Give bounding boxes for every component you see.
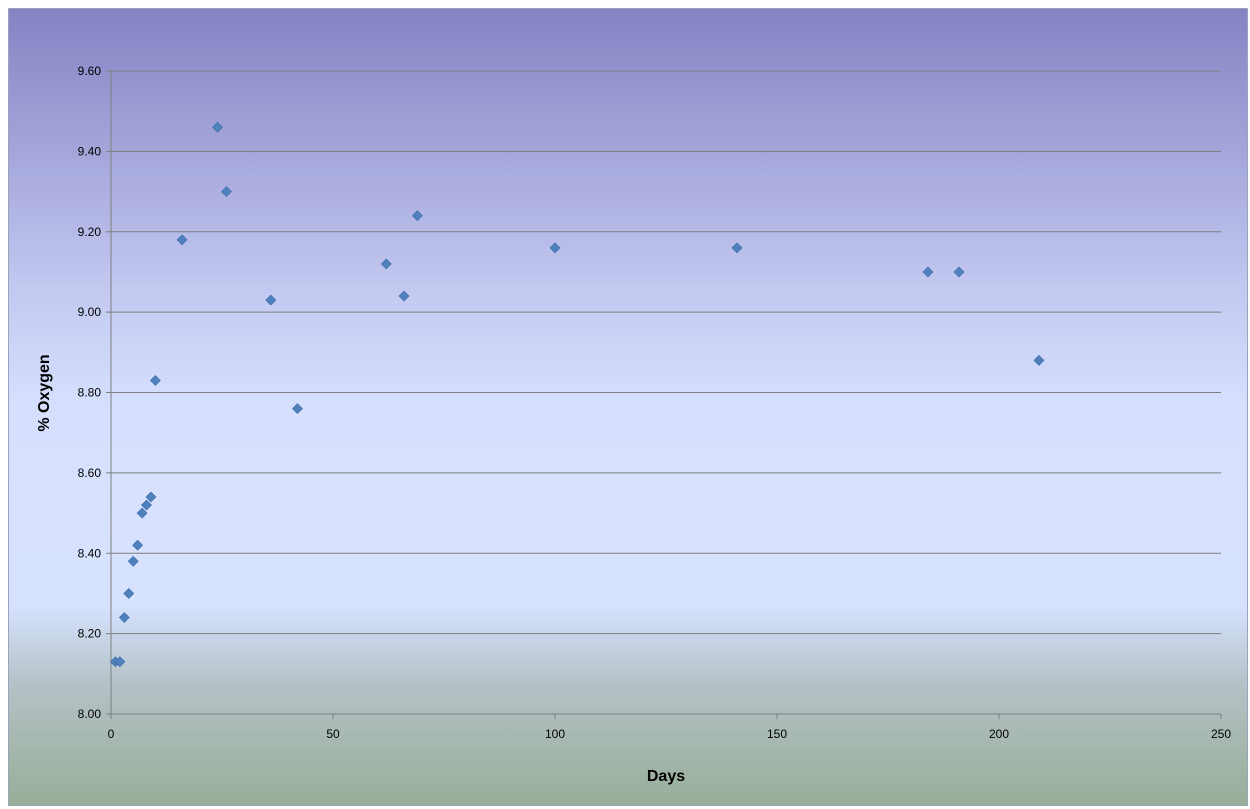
y-tick-label: 9.00 — [78, 305, 102, 319]
y-axis-title: % Oxygen — [36, 354, 53, 431]
data-point — [123, 588, 135, 599]
data-point — [145, 491, 157, 503]
y-tick-label: 9.40 — [78, 144, 102, 158]
data-point — [118, 612, 130, 623]
data-point — [411, 210, 423, 222]
data-point — [292, 403, 303, 414]
data-point — [212, 121, 223, 133]
data-point — [114, 656, 126, 668]
tick-labels: 8.00 8.20 8.40 8.60 8.80 9.00 9.20 9.40 9.60 0 50 1… — [78, 64, 1232, 741]
data-points — [110, 121, 1045, 668]
x-tick-label: 200 — [989, 727, 1009, 741]
x-axis-title: Days — [647, 768, 685, 785]
y-tick-label: 9.60 — [78, 64, 102, 78]
data-point — [922, 266, 934, 278]
y-tick-label: 8.20 — [78, 627, 102, 641]
data-point — [136, 507, 148, 519]
y-tick-label: 8.60 — [78, 466, 102, 480]
data-point — [731, 242, 743, 254]
data-point — [176, 234, 188, 246]
data-point — [221, 186, 232, 197]
x-tick-label: 150 — [767, 727, 787, 741]
y-tick-label: 8.80 — [78, 386, 102, 400]
data-point — [398, 290, 410, 302]
y-tick-label: 8.40 — [78, 546, 102, 560]
data-point — [380, 258, 392, 270]
x-tick-label: 100 — [545, 727, 565, 741]
data-point — [132, 539, 144, 551]
y-tick-label: 8.00 — [78, 707, 102, 721]
chart-area — [8, 8, 1248, 806]
x-tick-label: 50 — [326, 727, 340, 741]
data-point — [953, 266, 965, 278]
x-tick-label: 0 — [108, 727, 115, 741]
data-point — [265, 294, 277, 306]
gridlines — [111, 70, 1221, 635]
axes — [106, 70, 1222, 719]
data-point — [549, 242, 561, 254]
x-tick-label: 250 — [1211, 727, 1231, 741]
data-point — [1033, 354, 1045, 366]
data-point — [141, 499, 152, 511]
data-point — [127, 555, 139, 567]
data-point — [149, 375, 161, 386]
y-tick-label: 9.20 — [78, 225, 102, 239]
